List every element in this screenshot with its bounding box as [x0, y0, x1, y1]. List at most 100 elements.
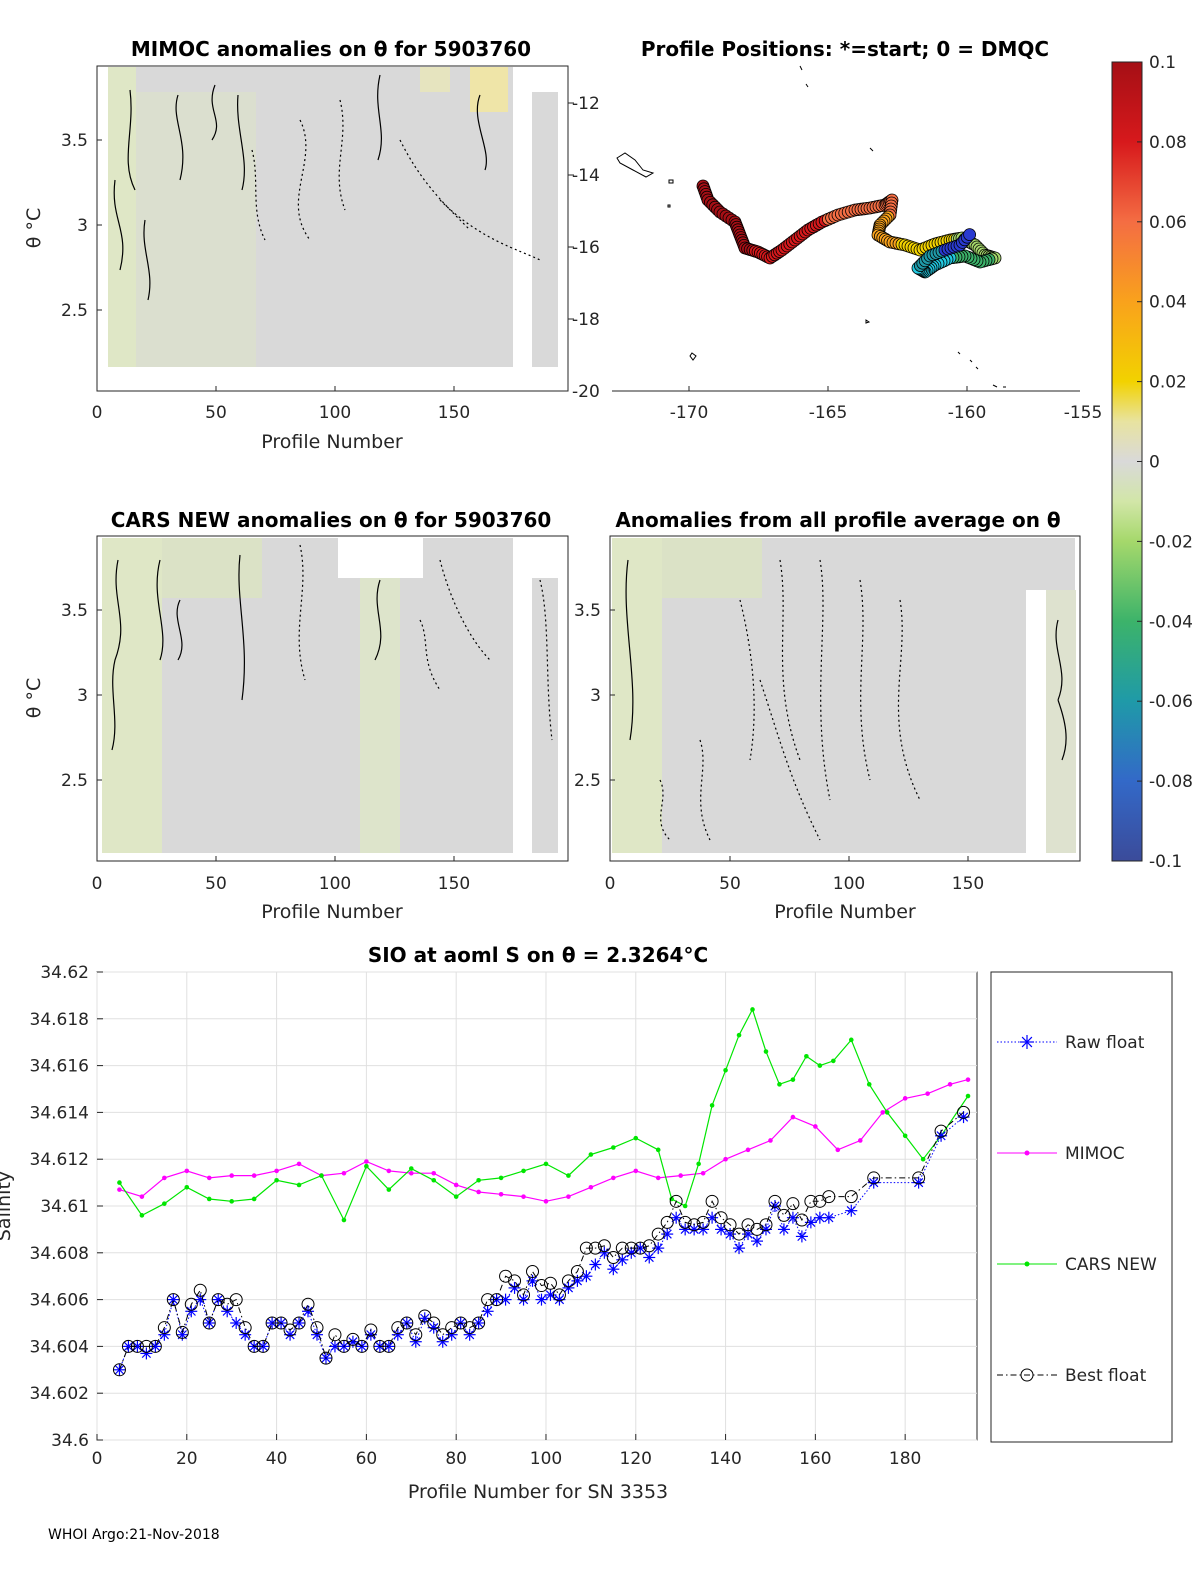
- y-tick-label: 34.602: [30, 1384, 89, 1404]
- data-point: [409, 1335, 422, 1348]
- cars-xtick: 100: [319, 874, 351, 894]
- positions-xtick: -170: [670, 403, 709, 423]
- data-point: [696, 1215, 710, 1229]
- data-point: [768, 1194, 782, 1208]
- cars-xtick: 150: [438, 874, 470, 894]
- mimoc-xtick: 150: [438, 403, 470, 423]
- float-track: [696, 179, 1002, 279]
- data-point: [777, 1223, 790, 1236]
- data-point: [490, 1293, 504, 1307]
- positions-ytick: -20: [572, 382, 600, 402]
- positions-title: Profile Positions: *=start; 0 = DMQC: [641, 37, 1049, 61]
- chart-ylabel: Salinity: [0, 1171, 15, 1241]
- legend-marker: [1020, 1035, 1034, 1049]
- data-point: [274, 1316, 288, 1330]
- data-point: [706, 1211, 719, 1224]
- colorbar-tick-label: 0.02: [1149, 373, 1187, 393]
- cars-ytick: 2.5: [61, 771, 88, 791]
- cars-ylabel: θ °C: [23, 678, 45, 718]
- colorbar-tick-label: -0.06: [1149, 692, 1193, 712]
- x-tick-label: 140: [709, 1449, 741, 1469]
- data-point: [373, 1339, 387, 1353]
- positions-ytick: -14: [572, 166, 600, 186]
- mimoc-field: [108, 67, 558, 367]
- data-point: [472, 1316, 486, 1330]
- salinity-chart: SIO at aoml S on θ = 2.3264°C 0 20 40 60 80 1…: [0, 943, 1173, 1503]
- data-point: [534, 1279, 548, 1293]
- data-point: [158, 1328, 171, 1341]
- x-tick-label: 120: [620, 1449, 652, 1469]
- series-line-best-float: [118, 1112, 964, 1370]
- colorbar-tick-label: -0.04: [1149, 612, 1193, 632]
- series-line-mimoc: [119, 1079, 969, 1202]
- data-point: [355, 1339, 369, 1353]
- data-point: [561, 1274, 575, 1288]
- avg-xtick: 50: [719, 874, 741, 894]
- series-line-cars-new: [118, 1007, 969, 1222]
- data-point: [202, 1316, 216, 1330]
- legend-entry: CARS NEW: [997, 1255, 1157, 1275]
- y-tick-label: 34.6: [51, 1431, 89, 1451]
- legend-entries: Raw float MIMOC CARS NEW Best float: [997, 1033, 1157, 1386]
- data-point: [714, 1211, 728, 1225]
- data-point: [678, 1215, 692, 1229]
- data-point: [934, 1124, 948, 1138]
- data-point: [166, 1293, 180, 1307]
- chart-yticks: 34.6 34.602 34.604 34.606 34.608 34.61 34.612 3…: [30, 963, 103, 1451]
- data-point: [409, 1328, 423, 1342]
- avg-xtick: 150: [952, 874, 984, 894]
- data-point: [328, 1328, 342, 1342]
- colorbar-tick-label: 0.04: [1149, 293, 1187, 313]
- positions-axes: [567, 66, 1080, 392]
- data-point: [651, 1227, 665, 1241]
- data-point: [239, 1328, 252, 1341]
- mimoc-xlabel: Profile Number: [261, 431, 403, 453]
- data-point: [193, 1283, 207, 1297]
- cars-ytick: 3.5: [61, 601, 88, 621]
- data-point: [247, 1339, 261, 1353]
- avg-panel: Anomalies from all profile average on θ …: [574, 508, 1081, 923]
- data-point: [580, 1270, 593, 1283]
- x-tick-label: 180: [889, 1449, 921, 1469]
- colorbar-tick-label: -0.02: [1149, 532, 1193, 552]
- legend: Raw float MIMOC CARS NEW Best float: [990, 971, 1173, 1443]
- data-point: [867, 1171, 881, 1185]
- data-point: [445, 1328, 458, 1341]
- data-point: [705, 1194, 719, 1208]
- data-point: [526, 1274, 539, 1287]
- x-tick-label: 60: [356, 1449, 378, 1469]
- chart-xlabel: Profile Number for SN 3353: [408, 1481, 668, 1503]
- x-tick-label: 0: [92, 1449, 103, 1469]
- positions-yticks: -12 -14 -16 -18 -20: [568, 94, 600, 402]
- avg-xticks: 0 50 100 150: [605, 856, 984, 894]
- legend-label: MIMOC: [1065, 1144, 1125, 1164]
- data-point: [759, 1218, 773, 1232]
- data-point: [660, 1215, 674, 1229]
- data-point: [283, 1323, 297, 1337]
- mimoc-xticks: 0 50 100 150: [92, 386, 470, 423]
- colorbar-tick-label: 0.06: [1149, 213, 1187, 233]
- data-point: [427, 1316, 441, 1330]
- data-point: [732, 1227, 746, 1241]
- positions-xticks: -170 -165 -160 -155: [670, 386, 1102, 423]
- colorbar: 0.1 0.08 0.06 0.04 0.02 0 -0.02 -0.04 -0.06 -0.08…: [1111, 53, 1193, 872]
- data-point: [552, 1288, 566, 1302]
- legend-marker: [1024, 1261, 1030, 1267]
- data-point: [436, 1328, 450, 1342]
- data-point: [346, 1332, 360, 1346]
- data-point: [606, 1250, 620, 1264]
- data-point: [436, 1335, 449, 1348]
- chart-title-unit: °C: [683, 943, 708, 967]
- avg-ytick: 2.5: [574, 771, 601, 791]
- data-point: [579, 1241, 593, 1255]
- cars-xlabel: Profile Number: [261, 901, 403, 923]
- y-tick-label: 34.604: [30, 1337, 89, 1357]
- data-point: [337, 1339, 351, 1353]
- data-point: [912, 1171, 926, 1185]
- legend-marker: [1024, 1150, 1030, 1156]
- data-point: [724, 1228, 737, 1241]
- y-tick-label: 34.618: [30, 1010, 89, 1030]
- data-point: [364, 1323, 378, 1337]
- mimoc-xtick: 0: [92, 403, 103, 423]
